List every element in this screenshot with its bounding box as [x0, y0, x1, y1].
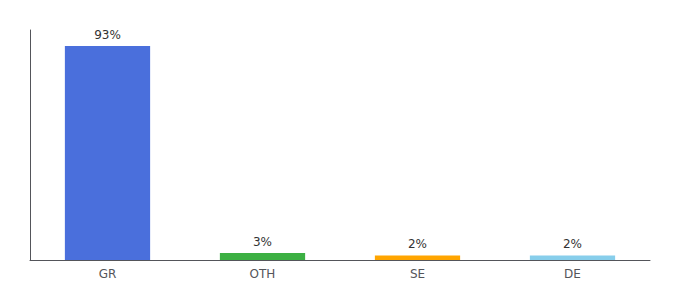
svg-text:DE: DE	[564, 267, 581, 281]
svg-text:SE: SE	[410, 267, 425, 281]
svg-text:OTH: OTH	[250, 267, 276, 281]
svg-text:2%: 2%	[563, 237, 582, 251]
svg-text:3%: 3%	[253, 235, 272, 249]
svg-text:2%: 2%	[408, 237, 427, 251]
svg-text:93%: 93%	[94, 28, 121, 42]
svg-text:GR: GR	[99, 267, 117, 281]
